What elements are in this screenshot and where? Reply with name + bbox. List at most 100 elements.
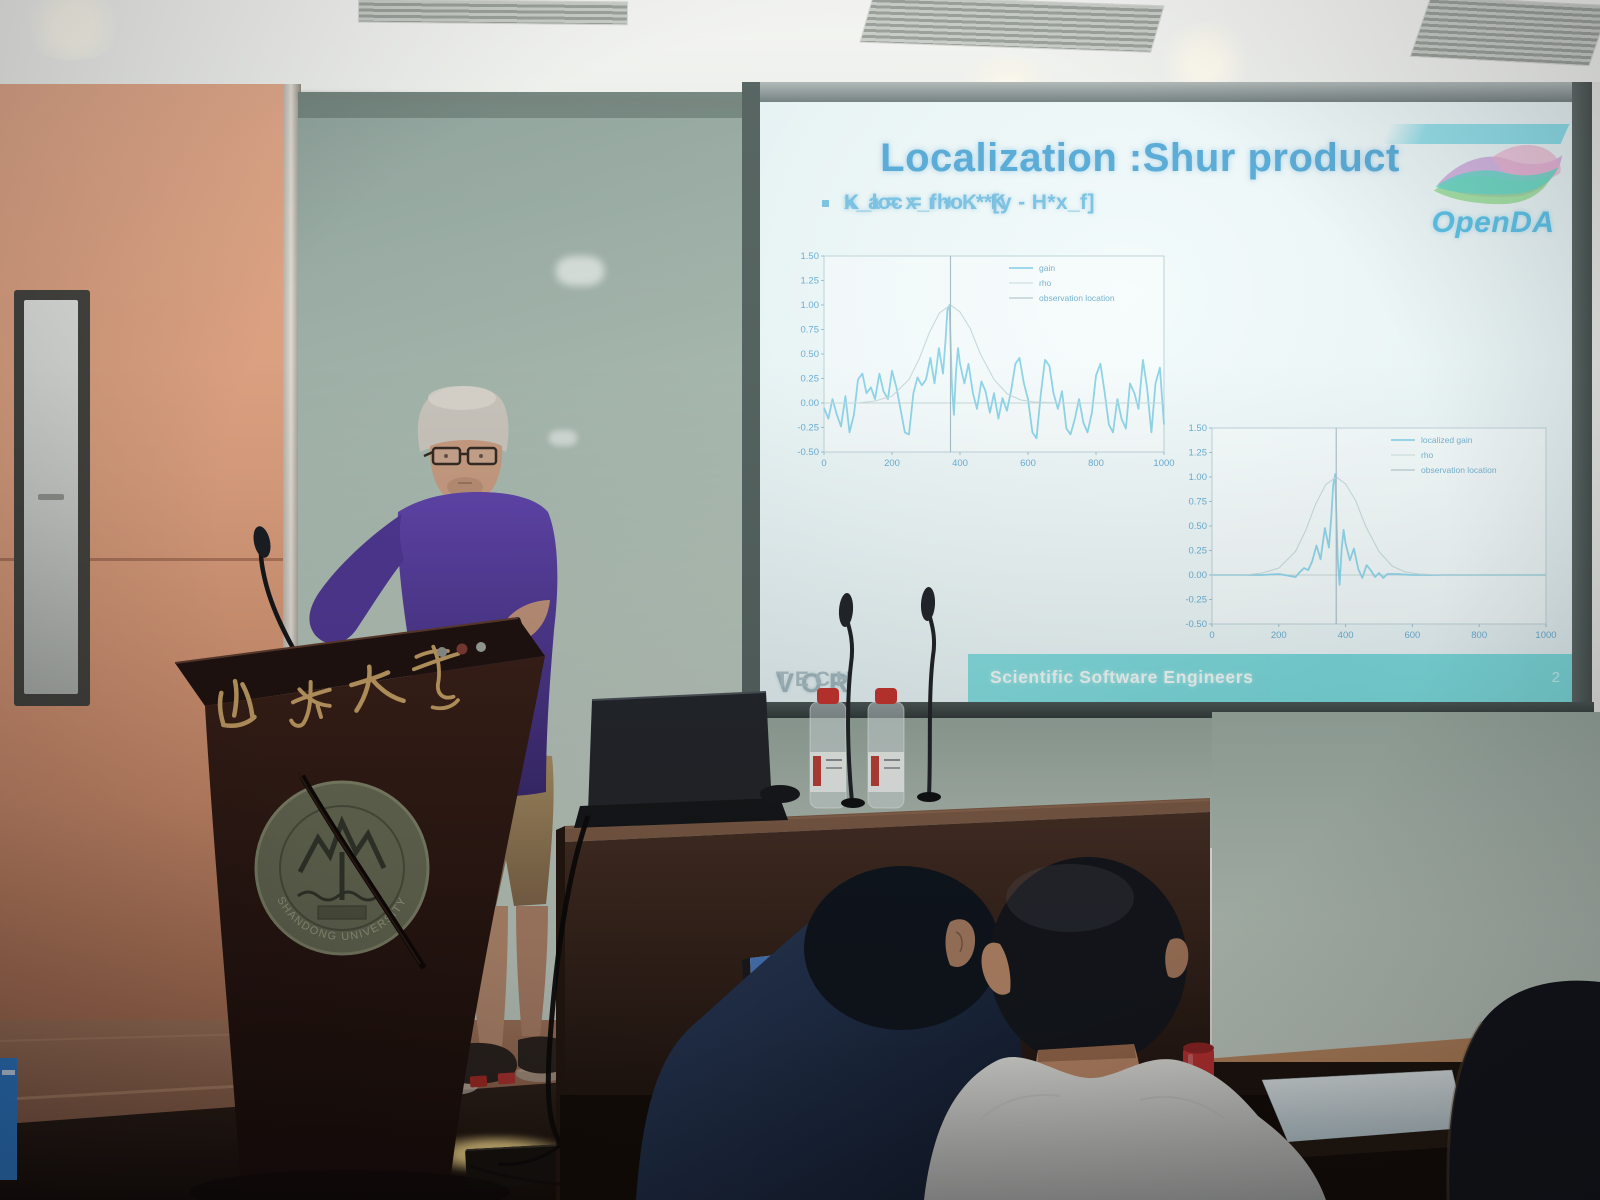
y-tick-label: 0.00 xyxy=(1189,570,1208,581)
x-tick-label: 200 xyxy=(1271,630,1287,641)
desk-top xyxy=(565,798,1210,842)
presenter-left-arm xyxy=(309,514,404,644)
wall-sliver xyxy=(1592,82,1600,722)
audience-navy-head xyxy=(804,866,1000,1030)
podium-indicator xyxy=(476,642,486,652)
y-tick-label: 0.50 xyxy=(1189,521,1208,532)
y-tick-label: 0.25 xyxy=(1189,546,1208,557)
x-tick-label: 800 xyxy=(1088,458,1104,469)
laptop-lid-edge xyxy=(591,691,767,701)
glass-wall-top-band xyxy=(298,92,750,118)
laptop-base xyxy=(574,798,788,828)
red-switch xyxy=(497,1072,516,1085)
legend-label: rho xyxy=(1421,450,1434,460)
podium-cable-highlight xyxy=(297,771,421,965)
series-rho xyxy=(824,304,1164,404)
presenter-eye xyxy=(479,454,483,458)
openda-logo-text: OpenDA xyxy=(1431,206,1555,239)
podium-mic-capsule xyxy=(253,526,271,558)
wall-seam xyxy=(0,558,298,561)
ear-detail xyxy=(955,931,963,953)
y-tick-label: 0.75 xyxy=(801,325,820,336)
red-switch xyxy=(469,1075,488,1088)
legend-label: gain xyxy=(1039,263,1055,273)
laptop-screen-edge xyxy=(0,1058,17,1180)
y-tick-label: -0.25 xyxy=(797,423,819,434)
y-tick-label: 1.50 xyxy=(1189,423,1208,434)
gooseneck-mic-stem xyxy=(845,619,855,803)
legend-label: localized gain xyxy=(1421,435,1473,445)
slide-title: Localization :Shur product xyxy=(880,136,1400,180)
laptop-screen-content xyxy=(2,1070,15,1075)
localized-gain-chart: 1.50 1.25 1.00 0.75 0.50 0.25 0.00 -0.25 -0.500 2… xyxy=(1185,423,1556,641)
legend-label: observation location xyxy=(1421,465,1497,475)
series-localized-gain xyxy=(1212,473,1546,586)
y-tick-label: 1.00 xyxy=(1189,472,1208,483)
openda-logo: OpenDA xyxy=(1418,132,1570,256)
glossy-desk-edge xyxy=(1288,1128,1468,1158)
x-tick-label: 1000 xyxy=(1153,458,1174,469)
x-tick-label: 800 xyxy=(1471,630,1487,641)
x-tick-label: 200 xyxy=(884,458,900,469)
slide-page-number: 2 xyxy=(1551,669,1560,686)
footer-tagline: Scientific Software Engineers xyxy=(990,667,1254,687)
presenter-glasses xyxy=(423,446,498,466)
presenter-right-leg xyxy=(516,906,548,1036)
audience-white-head xyxy=(989,857,1187,1067)
y-tick-label: 1.50 xyxy=(801,251,820,262)
vortech-logo-secondary: TECH xyxy=(776,668,858,691)
gooseneck-mic-base xyxy=(917,792,941,802)
emblem-waves xyxy=(297,890,379,902)
gooseneck-mic-stem xyxy=(927,613,937,797)
y-tick-label: 0.75 xyxy=(1189,497,1208,508)
plot-area xyxy=(1211,427,1547,625)
legend-label: rho xyxy=(1039,278,1052,288)
series-rho xyxy=(1212,476,1546,576)
audience-right-hair xyxy=(1447,980,1600,1200)
water-bottle xyxy=(809,688,847,809)
audience xyxy=(560,857,1600,1200)
presenter-face xyxy=(429,440,503,503)
gooseneck-mic-base xyxy=(841,798,865,808)
university-emblem: SHANDONG UNIVERSITY xyxy=(254,780,430,956)
podium-top-edge xyxy=(174,617,519,664)
y-tick-label: -0.50 xyxy=(797,447,819,458)
audience-white-shirt xyxy=(924,1057,1326,1200)
x-tick-label: 400 xyxy=(1338,630,1354,641)
y-tick-label: 0.50 xyxy=(801,349,820,360)
audience-navy-ear xyxy=(945,919,976,968)
glass-reflection xyxy=(549,430,577,446)
shirt-fold xyxy=(1139,1095,1225,1119)
presenter-beard-shadow xyxy=(447,477,483,497)
audience-white-ear xyxy=(981,942,1011,995)
water-bottle xyxy=(867,688,905,809)
y-tick-label: 1.00 xyxy=(801,300,820,311)
y-tick-label: 1.25 xyxy=(801,276,820,287)
gooseneck-mic-capsule xyxy=(838,593,854,627)
podium: SHANDONG UNIVERSITY xyxy=(174,526,545,1200)
podium-calligraphy xyxy=(217,644,461,728)
desk-mouse xyxy=(760,785,800,803)
openda-wave-icon xyxy=(1433,144,1563,205)
ceiling-downlight xyxy=(18,0,128,60)
screen-frame-left xyxy=(742,82,760,722)
x-tick-label: 600 xyxy=(1404,630,1420,641)
slide-footer-band: Scientific Software Engineers 2 xyxy=(968,654,1572,704)
speaker-logo xyxy=(38,494,64,500)
podium-top xyxy=(175,618,545,706)
emblem-banner xyxy=(317,905,367,920)
presenter-eye xyxy=(444,454,448,458)
laptop-lid xyxy=(588,692,772,812)
x-tick-label: 400 xyxy=(952,458,968,469)
series-gain xyxy=(823,304,1165,440)
audience-white-ear xyxy=(1165,938,1189,979)
glass-reflection xyxy=(556,256,604,286)
y-tick-label: -0.50 xyxy=(1185,619,1207,630)
neck-shadow xyxy=(1038,1044,1136,1062)
podium-shadow xyxy=(190,1170,510,1200)
x-tick-label: 0 xyxy=(821,458,826,469)
podium-cable xyxy=(299,774,427,970)
hair-rim-light xyxy=(1446,1021,1484,1200)
